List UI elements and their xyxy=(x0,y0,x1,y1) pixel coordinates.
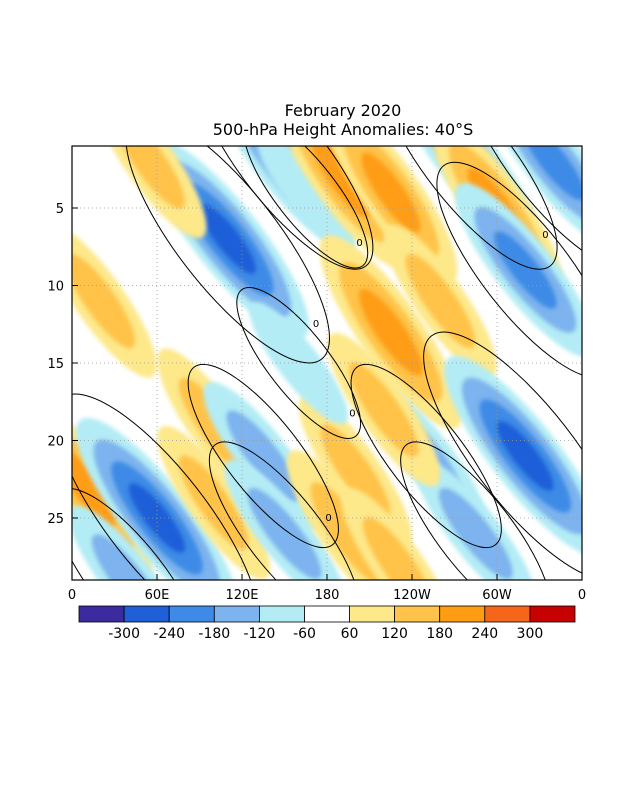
zero-contour xyxy=(243,146,369,269)
colorbar-label: 60 xyxy=(341,626,359,642)
y-tick-label: 15 xyxy=(47,357,64,372)
zero-contour xyxy=(208,441,361,580)
anomaly-feature-negative-23 xyxy=(444,355,582,557)
colorbar-label: -180 xyxy=(198,626,230,642)
anomaly-level xyxy=(199,204,256,274)
anomaly-level xyxy=(115,146,185,209)
contour-label: 0 xyxy=(349,409,355,420)
anomaly-level xyxy=(348,362,419,457)
anomaly-level xyxy=(256,146,356,254)
x-tick-label: 120E xyxy=(225,588,258,603)
anomaly-level xyxy=(359,288,423,376)
colorbar-label: -300 xyxy=(108,626,140,642)
colorbar-label: -240 xyxy=(153,626,185,642)
x-tick-label: 120W xyxy=(393,588,431,603)
anomaly-feature-positive-25 xyxy=(327,332,441,487)
colorbar-swatch xyxy=(349,605,395,623)
anomaly-level xyxy=(226,410,301,502)
colorbar-swatch xyxy=(394,605,441,623)
zero-contour xyxy=(436,161,582,379)
y-tick-label: 5 xyxy=(56,202,64,217)
anomaly-level xyxy=(497,421,554,491)
anomaly-feature-negative-18 xyxy=(203,381,324,531)
anomaly-level xyxy=(247,487,322,580)
x-tick-label: 0 xyxy=(68,588,76,603)
y-tick-label: 20 xyxy=(47,435,64,450)
contour-label: 0 xyxy=(325,513,331,524)
anomaly-level xyxy=(72,446,116,528)
chart-title: February 2020 xyxy=(285,101,402,120)
anomaly-level xyxy=(249,302,349,424)
anomaly-feature-negative-10 xyxy=(454,182,582,358)
y-tick-label: 25 xyxy=(47,512,64,527)
anomaly-feature-positive-16 xyxy=(157,425,271,580)
anomaly-level xyxy=(363,517,433,580)
anomaly-feature-positive-5 xyxy=(319,235,463,429)
colorbar-label: -120 xyxy=(244,626,276,642)
zero-contour xyxy=(187,363,339,549)
colorbar-swatch xyxy=(213,605,260,623)
anomaly-level xyxy=(522,146,582,201)
colorbar-label: 300 xyxy=(517,626,544,642)
anomaly-feature-positive-12 xyxy=(93,146,207,239)
x-tick-label: 60E xyxy=(145,588,170,603)
x-tick-label: 0 xyxy=(578,588,586,603)
zero-contour xyxy=(400,441,552,580)
colorbar-swatch xyxy=(484,605,531,623)
zero-contour xyxy=(379,146,558,270)
colorbar-swatch xyxy=(258,605,305,623)
anomaly-level xyxy=(361,152,421,233)
zero-contour xyxy=(350,363,502,549)
zero-contour xyxy=(195,146,374,270)
anomaly-level xyxy=(438,487,513,580)
anomaly-level xyxy=(91,534,166,580)
anomaly-level xyxy=(311,146,371,218)
contour-label: 0 xyxy=(538,591,544,602)
contour-label: 0 xyxy=(313,319,319,330)
x-tick-label: 60W xyxy=(482,588,512,603)
anomaly-feature-positive-27 xyxy=(341,487,455,580)
zero-contour xyxy=(423,331,582,580)
contour-label: 0 xyxy=(356,238,362,249)
anomaly-feature-negative-11 xyxy=(483,146,582,249)
colorbar-label: 180 xyxy=(426,626,453,642)
colorbar-label: 240 xyxy=(471,626,498,642)
x-axis: 0 60E 120E 180 120W 60W 0 xyxy=(68,574,586,603)
y-tick-label: 10 xyxy=(47,280,64,295)
zero-contour xyxy=(72,393,260,580)
zero-contour xyxy=(236,287,362,439)
colorbar-label: 120 xyxy=(381,626,408,642)
colorbar-swatch xyxy=(123,605,170,623)
y-axis: 5 10 15 20 25 xyxy=(47,202,78,527)
zero-contour xyxy=(464,146,582,270)
anomaly-feature-positive-4 xyxy=(324,146,458,283)
grid-lines xyxy=(72,146,582,580)
x-tick-label: 180 xyxy=(315,588,340,603)
colorbar-swatch xyxy=(439,605,486,623)
anomaly-feature-negative-24 xyxy=(249,302,349,424)
colorbar-swatch xyxy=(78,605,125,623)
anomaly-feature-positive-3 xyxy=(274,146,408,268)
colorbar-label: -60 xyxy=(293,626,316,642)
anomaly-feature-negative-22 xyxy=(415,459,536,580)
anomaly-level xyxy=(494,231,557,309)
colorbar-swatch xyxy=(304,605,350,623)
anomaly-feature-positive-14 xyxy=(72,396,153,578)
anomaly-feature-negative-19 xyxy=(224,459,345,580)
colorbar-swatch xyxy=(529,605,576,623)
zero-contour xyxy=(72,487,205,580)
anomaly-feature-negative-26 xyxy=(72,505,189,580)
anomaly-level xyxy=(72,253,136,349)
anomaly-level xyxy=(178,455,249,550)
anomaly-level xyxy=(320,424,391,519)
anomaly-feature-negative-2 xyxy=(256,146,356,254)
contour-label: 0 xyxy=(542,230,548,241)
anomaly-level xyxy=(405,253,476,349)
chart-subtitle: 500-hPa Height Anomalies: 40°S xyxy=(213,120,474,139)
colorbar: -300 -240 -180 -120 -60 60 120 180 240 300 xyxy=(78,605,576,642)
colorbar-swatch xyxy=(168,605,215,623)
